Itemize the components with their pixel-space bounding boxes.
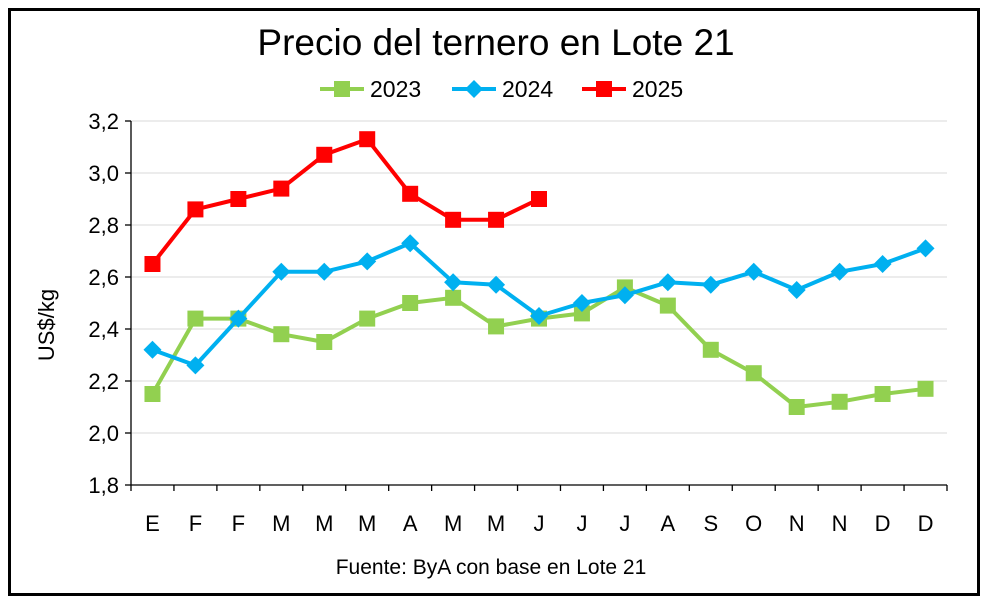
data-point-2023 <box>359 310 376 327</box>
data-point-2023 <box>273 326 290 343</box>
data-point-2025 <box>402 185 419 202</box>
y-tick-label: 2,0 <box>88 421 119 446</box>
x-tick-label: J <box>619 511 630 536</box>
data-point-2025 <box>445 211 462 228</box>
series-2024 <box>143 234 935 375</box>
series-line-2023 <box>150 285 926 409</box>
y-tick-label: 2,8 <box>88 213 119 238</box>
series-line-2025 <box>150 137 540 266</box>
data-point-2024 <box>487 275 506 294</box>
data-point-2023 <box>917 380 934 397</box>
data-point-2023 <box>573 305 590 322</box>
x-tick-label: F <box>189 511 202 536</box>
legend-label: 2025 <box>632 76 683 102</box>
x-tick-label: D <box>875 511 891 536</box>
x-tick-label: O <box>745 511 762 536</box>
axes <box>125 120 948 491</box>
data-point-2024 <box>272 262 291 281</box>
data-point-2023 <box>316 334 333 350</box>
data-point-2023 <box>488 318 505 335</box>
data-point-2024 <box>615 286 634 305</box>
x-tick-label: F <box>232 511 245 536</box>
data-point-2023 <box>144 386 161 402</box>
x-tick-label: A <box>403 511 418 536</box>
y-tick-label: 3,2 <box>88 109 119 134</box>
x-tick-label: M <box>315 511 333 536</box>
data-point-2024 <box>401 234 420 253</box>
data-point-2024 <box>444 273 463 292</box>
x-tick-label: S <box>703 511 718 536</box>
series-line-2024 <box>151 241 927 368</box>
chart-title: Precio del ternero en Lote 21 <box>257 22 735 63</box>
x-tick-label: M <box>272 511 290 536</box>
data-point-2025 <box>144 256 161 272</box>
y-tick-label: 2,6 <box>88 265 119 290</box>
data-point-2025 <box>531 191 547 207</box>
series-2023 <box>144 279 934 415</box>
data-point-2024 <box>530 307 548 325</box>
x-tick-label: J <box>534 511 545 536</box>
data-point-2024 <box>186 356 205 375</box>
chart-source: Fuente: ByA con base en Lote 21 <box>335 556 647 579</box>
data-point-2024 <box>744 262 763 281</box>
y-tick-label: 2,2 <box>88 369 119 394</box>
y-tick-label: 1,8 <box>88 473 119 498</box>
x-tick-label: J <box>576 511 587 536</box>
data-point-2024 <box>830 262 849 281</box>
legend: 2023 2024 2025 <box>320 76 683 102</box>
data-point-2024 <box>143 340 162 359</box>
data-point-2023 <box>402 295 419 311</box>
data-point-2024 <box>787 281 806 299</box>
data-point-2025 <box>488 211 505 228</box>
data-point-2024 <box>229 309 248 328</box>
legend-label: 2024 <box>502 76 553 102</box>
data-point-2024 <box>873 255 892 273</box>
x-tick-label: N <box>789 511 805 536</box>
plot-series <box>143 131 935 415</box>
data-point-2023 <box>187 310 204 327</box>
data-point-2025 <box>187 201 204 218</box>
data-point-2025 <box>316 146 333 163</box>
data-point-2025 <box>230 191 247 207</box>
data-point-2024 <box>701 275 720 294</box>
data-point-2024 <box>572 294 591 312</box>
legend-label: 2023 <box>370 76 421 102</box>
data-point-2024 <box>916 239 935 258</box>
data-point-2023 <box>702 341 719 358</box>
legend-item-2023: 2023 <box>320 76 421 102</box>
data-point-2023 <box>788 399 805 415</box>
x-tick-label: A <box>660 511 675 536</box>
legend-marker <box>334 81 350 97</box>
data-point-2025 <box>359 131 376 148</box>
y-tick-label: 3,0 <box>88 161 119 186</box>
data-point-2023 <box>831 393 848 410</box>
legend-marker <box>465 80 483 98</box>
chart-frame <box>8 8 980 596</box>
legend-item-2024: 2024 <box>452 76 553 102</box>
data-point-2024 <box>658 273 677 292</box>
data-point-2024 <box>358 252 377 271</box>
data-point-2024 <box>315 262 334 281</box>
y-tick-labels: 1,8 2,0 2,2 2,4 2,6 2,8 3,0 3,2 <box>88 109 119 498</box>
data-point-2025 <box>273 180 290 197</box>
y-tick-label: 2,4 <box>88 317 119 342</box>
x-tick-label: M <box>487 511 505 536</box>
x-tick-label: E <box>145 511 160 536</box>
x-tick-label: M <box>358 511 376 536</box>
data-point-2023 <box>445 289 462 306</box>
legend-marker <box>596 81 612 97</box>
data-point-2023 <box>874 386 891 402</box>
x-tick-label: M <box>444 511 462 536</box>
data-point-2023 <box>745 365 762 382</box>
data-point-2023 <box>659 297 676 314</box>
series-2025 <box>144 131 547 272</box>
x-tick-label: N <box>832 511 848 536</box>
x-tick-label: D <box>918 511 934 536</box>
legend-item-2025: 2025 <box>582 76 683 102</box>
